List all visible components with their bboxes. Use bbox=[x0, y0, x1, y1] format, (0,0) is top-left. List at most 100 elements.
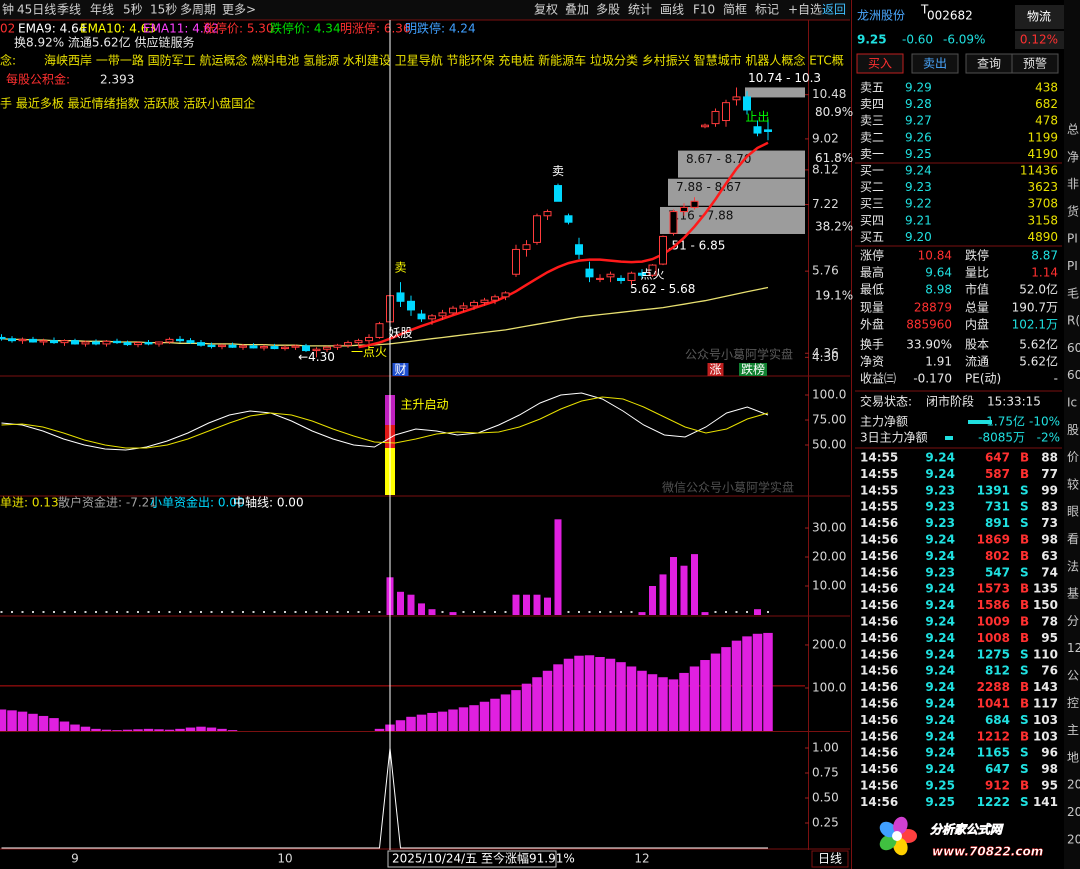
trade-count: 110 bbox=[1033, 647, 1058, 661]
toolbar-button[interactable]: F10 bbox=[693, 3, 715, 17]
candle-body bbox=[113, 340, 121, 344]
trade-count: 135 bbox=[1033, 582, 1058, 596]
bar bbox=[763, 632, 773, 731]
toolbar-button[interactable]: 15秒 bbox=[150, 3, 177, 17]
tags: 手 最近多板 最近情绪指数 活跃股 活跃小盘国企 bbox=[0, 96, 255, 111]
badge-label: 财 bbox=[395, 363, 407, 377]
last-price: 9.25 bbox=[857, 33, 887, 47]
bar bbox=[680, 565, 688, 615]
trade-time: 14:56 bbox=[860, 516, 898, 530]
trade-side: B bbox=[1020, 467, 1029, 481]
candle-body bbox=[0, 336, 6, 340]
trade-side: S bbox=[1020, 795, 1029, 809]
badge bbox=[707, 363, 724, 376]
trade-price: 9.24 bbox=[925, 762, 955, 776]
candle-body bbox=[438, 312, 447, 317]
x-tick-label: 10 bbox=[277, 852, 292, 866]
toolbar-button[interactable]: +自选 bbox=[788, 3, 822, 17]
period-label[interactable]: 日线 bbox=[818, 852, 842, 866]
action-button[interactable] bbox=[1011, 53, 1059, 74]
action-button[interactable] bbox=[911, 53, 959, 74]
bar bbox=[649, 586, 656, 615]
candle-body bbox=[18, 338, 27, 342]
toolbar-button[interactable]: 画线 bbox=[660, 3, 684, 17]
book-label: 卖三 bbox=[860, 114, 884, 128]
trade-price: 9.25 bbox=[925, 795, 955, 809]
toolbar-button[interactable]: 季线 bbox=[57, 3, 81, 17]
zero-dot bbox=[126, 611, 129, 613]
toolbar-button[interactable]: 统计 bbox=[628, 3, 652, 17]
candle-body bbox=[480, 299, 489, 303]
toolbar-button[interactable]: 简框 bbox=[723, 3, 747, 17]
stat-value: 5.62亿 bbox=[1019, 354, 1058, 369]
trade-side: B bbox=[1020, 615, 1029, 629]
zero-dot bbox=[735, 611, 738, 613]
candle-body bbox=[8, 338, 16, 342]
toolbar-button[interactable]: 钟 bbox=[2, 2, 14, 17]
action-button-label[interactable]: 买入 bbox=[868, 57, 892, 71]
stat-label: 最高 bbox=[860, 265, 884, 280]
zero-dot bbox=[221, 611, 223, 613]
action-button[interactable] bbox=[856, 53, 904, 74]
trade-price: 9.24 bbox=[925, 647, 955, 661]
bar bbox=[752, 633, 763, 731]
bar bbox=[154, 729, 164, 731]
zero-dot bbox=[620, 611, 622, 613]
candle-body bbox=[627, 272, 636, 282]
toolbar-button[interactable]: 45日线 bbox=[17, 3, 56, 17]
indicator-label: EMA11: 4.62 bbox=[143, 22, 219, 36]
zero-dot bbox=[210, 611, 213, 613]
candle-body bbox=[449, 307, 457, 314]
toolbar-button[interactable]: 多周期 bbox=[180, 3, 216, 17]
action-button-label[interactable]: 查询 bbox=[977, 57, 1001, 71]
stat-label: 量比 bbox=[965, 266, 989, 280]
bar bbox=[511, 690, 521, 731]
zero-dot bbox=[252, 611, 255, 613]
trade-price: 9.24 bbox=[925, 598, 955, 612]
candle-body bbox=[39, 340, 48, 343]
toolbar-button[interactable]: 标记 bbox=[755, 3, 779, 17]
cut-text: 分 bbox=[1067, 614, 1079, 628]
pct-badge: 0.12% bbox=[1020, 33, 1058, 47]
stat-value: 1.14 bbox=[1031, 266, 1058, 280]
logo-petal bbox=[879, 834, 897, 851]
bar bbox=[143, 728, 154, 731]
stat-value: 52.0亿 bbox=[1019, 282, 1058, 297]
toolbar-button[interactable]: 叠加 bbox=[565, 3, 589, 17]
y-tick-label: 10.00 bbox=[812, 579, 846, 593]
period-box bbox=[811, 850, 849, 868]
candle-body bbox=[543, 211, 552, 217]
stat-label: 市值 bbox=[965, 282, 989, 297]
cut-text: 法 bbox=[1067, 559, 1079, 573]
stock-flag: T bbox=[920, 3, 929, 17]
toolbar-button[interactable]: 多股 bbox=[596, 3, 620, 17]
bar bbox=[658, 677, 668, 731]
toolbar-button[interactable]: 复权 bbox=[534, 3, 558, 17]
sector[interactable]: 物流 bbox=[1027, 10, 1051, 24]
candle-body bbox=[144, 342, 153, 345]
trade-count: 63 bbox=[1041, 549, 1058, 563]
candle-body bbox=[186, 340, 195, 344]
cut-text: 非 bbox=[1067, 177, 1079, 191]
indicator-label: EMA10: 4.63 bbox=[80, 22, 156, 36]
flow-pct: -10% bbox=[1029, 415, 1060, 429]
candle-body bbox=[29, 338, 37, 343]
bar bbox=[449, 612, 457, 615]
action-button-label[interactable]: 卖出 bbox=[923, 57, 947, 71]
bar bbox=[374, 728, 385, 731]
cut-text: 毛 bbox=[1067, 286, 1079, 300]
y-tick-label: 5.76 bbox=[812, 264, 839, 278]
trade-side: B bbox=[1020, 779, 1029, 793]
zero-dot bbox=[483, 611, 486, 613]
toolbar-button[interactable]: 返回 bbox=[822, 3, 846, 17]
y-tick-label: 50.00 bbox=[812, 438, 846, 452]
toolbar-button[interactable]: 更多> bbox=[222, 3, 256, 17]
action-button-label[interactable]: 预警 bbox=[1023, 56, 1047, 71]
y-tick-label: 7.22 bbox=[812, 197, 839, 211]
candle-body bbox=[522, 244, 531, 250]
toolbar-button[interactable]: 5秒 bbox=[123, 3, 143, 17]
toolbar-button[interactable]: 年线 bbox=[90, 3, 114, 17]
y-tick-label: 200.0 bbox=[812, 637, 846, 651]
indicator-label: 涨停价: 5.30 bbox=[203, 21, 274, 36]
y-tick-label: 0.75 bbox=[812, 766, 839, 780]
